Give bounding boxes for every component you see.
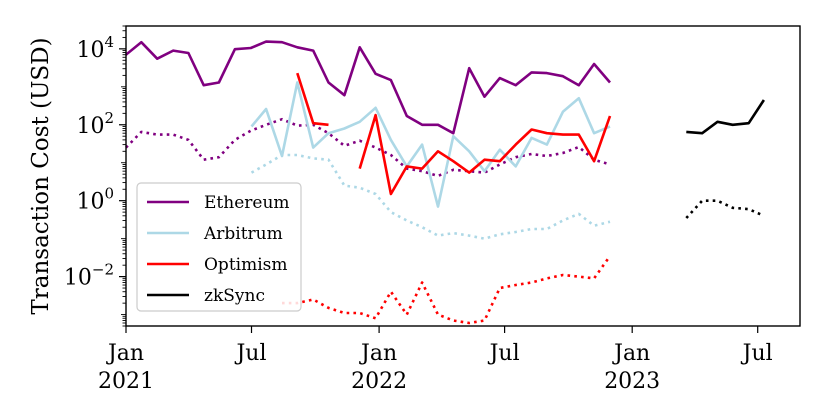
axes-frame (125, 25, 801, 327)
legend-label-optimism: Optimism (204, 255, 288, 275)
y-tick-label: 100 (76, 185, 114, 215)
optimism-dotted-line (282, 255, 612, 325)
legend-label-ethereum: Ethereum (204, 193, 290, 213)
zksync-dotted-line (685, 199, 765, 219)
ethereum-line (125, 40, 611, 135)
plot-area (125, 40, 765, 325)
x-tick-label: Jan (612, 341, 650, 366)
optimism-line-2 (358, 113, 612, 196)
y-tick-label: 104 (76, 33, 114, 63)
ethereum-dotted-line (125, 117, 611, 178)
y-axis-title: Transaction Cost (USD) (28, 37, 54, 314)
y-axis: 10−2 100 102 104 (64, 25, 126, 327)
x-axis: Jan 2021 Jul Jan 2022 Jul Jan 2023 Jul (98, 326, 773, 394)
x-tick-label: Jan (106, 341, 144, 366)
legend: Ethereum Arbitrum Optimism zkSync (136, 182, 302, 312)
x-tick-label: Jan (359, 341, 397, 366)
x-tick-year-label: 2022 (351, 369, 407, 394)
y-tick-label: 102 (76, 109, 114, 139)
zksync-line (686, 99, 765, 135)
arbitrum-dotted-line (250, 153, 611, 240)
x-tick-label: Jul (741, 341, 773, 366)
optimism-line-1 (296, 72, 329, 127)
legend-label-arbitrum: Arbitrum (203, 224, 283, 244)
arbitrum-line (250, 81, 611, 208)
legend-box (136, 182, 302, 312)
x-tick-label: Jul (488, 341, 520, 366)
y-tick-label: 10−2 (64, 261, 114, 291)
legend-label-zksync: zkSync (204, 286, 265, 306)
x-tick-year-label: 2021 (98, 369, 154, 394)
x-tick-label: Jul (234, 341, 266, 366)
x-tick-year-label: 2023 (604, 369, 660, 394)
